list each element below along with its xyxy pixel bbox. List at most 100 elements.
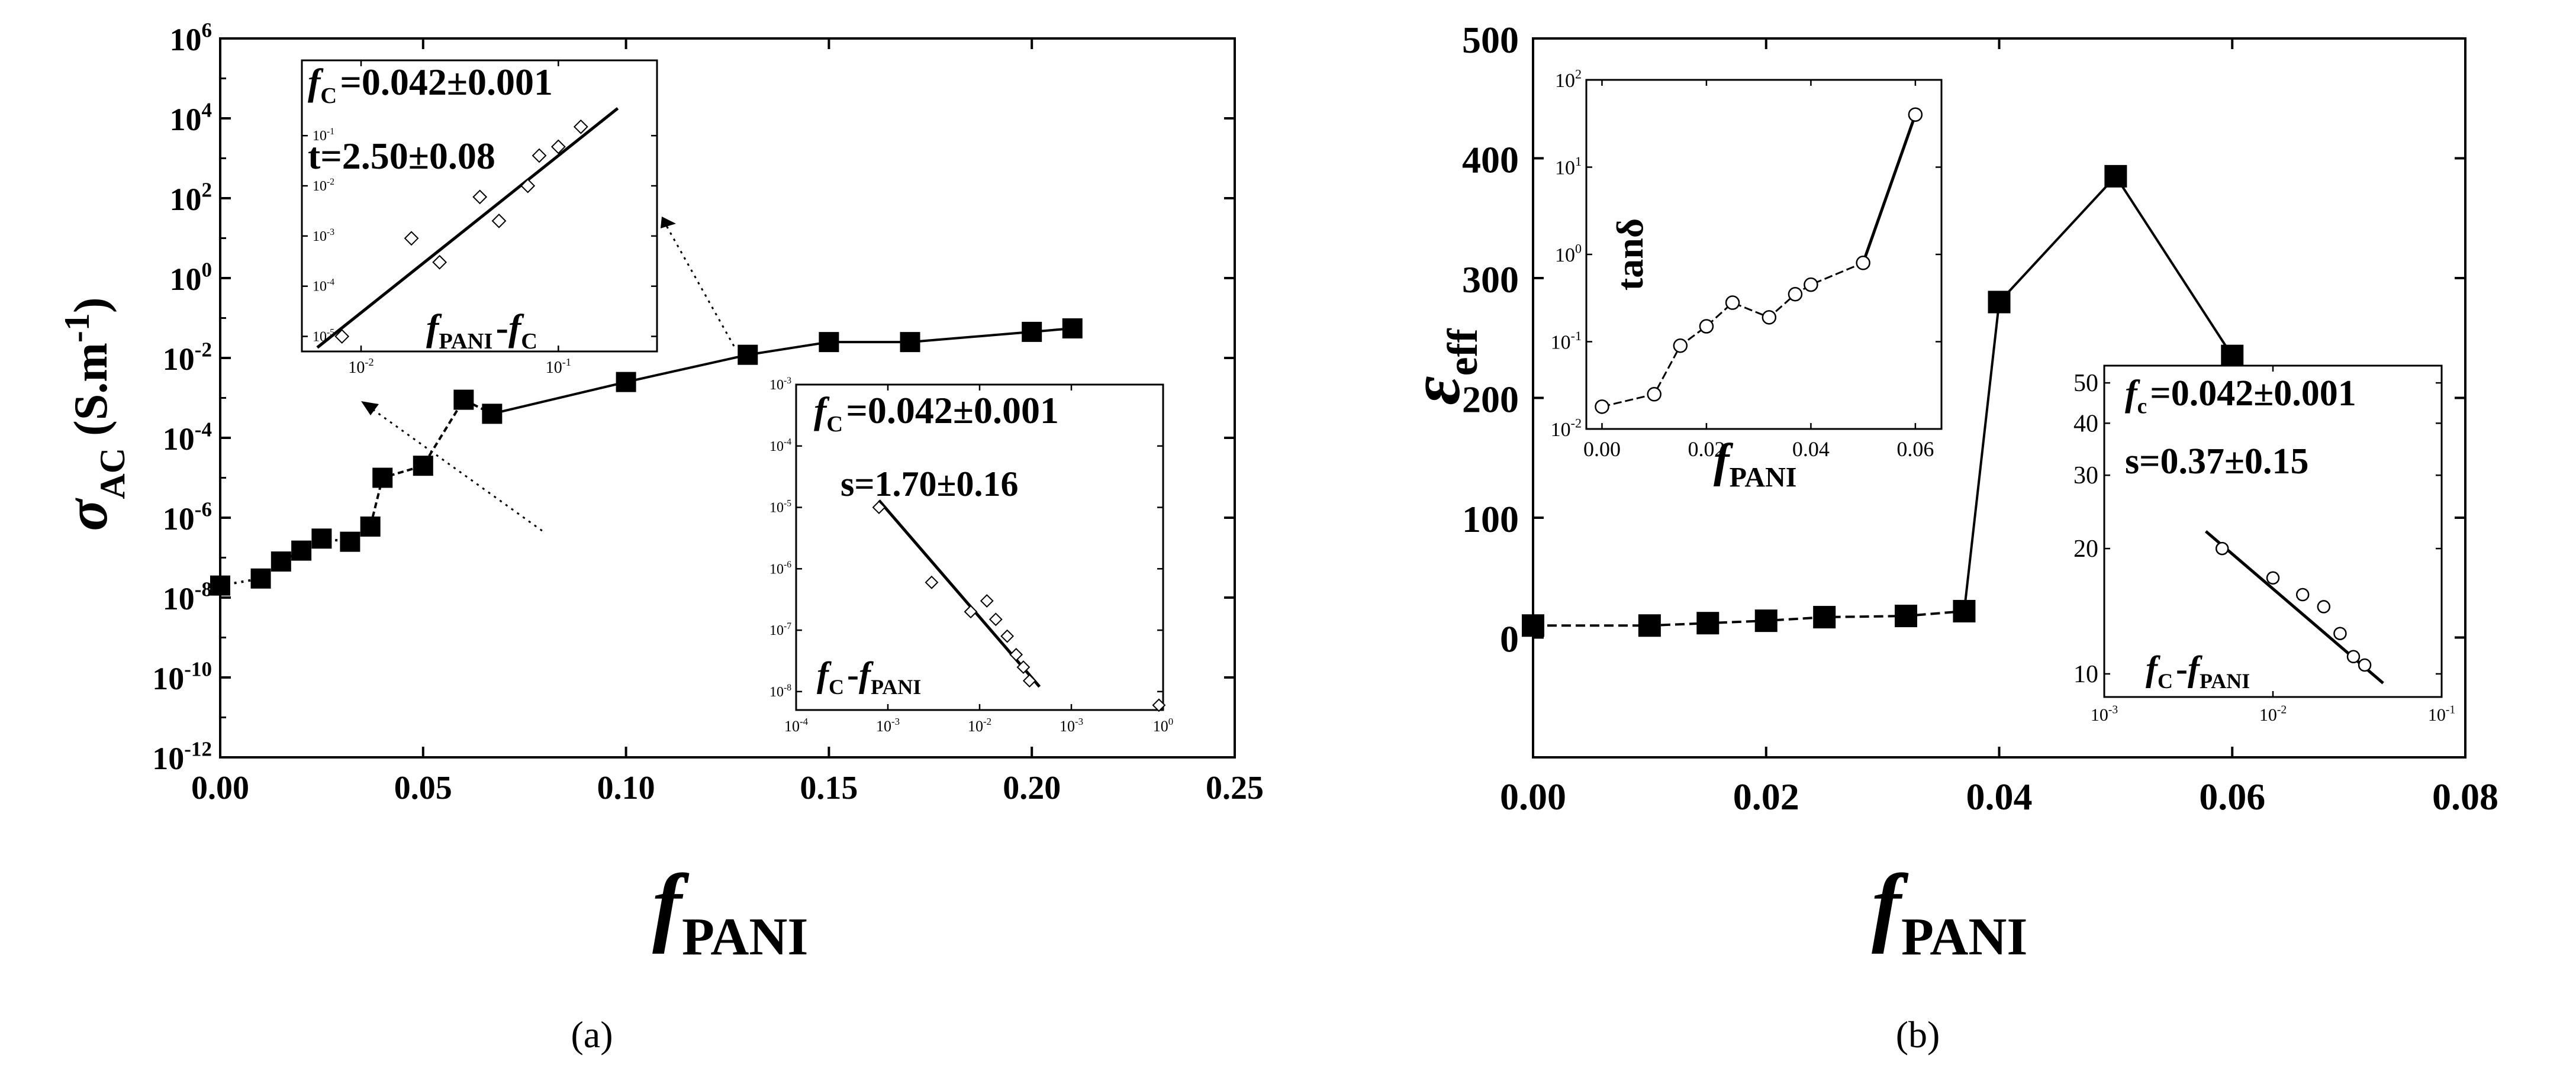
x-tick-label: 0.05 xyxy=(394,770,452,806)
data-point xyxy=(1699,319,1714,334)
plot-frame xyxy=(795,383,1164,711)
y-tick-label: 10-10 xyxy=(152,657,212,696)
y-tick-label: 10-2 xyxy=(163,338,212,377)
y-tick-label: 10-6 xyxy=(163,498,212,537)
data-point xyxy=(819,332,839,353)
x-tick-label: 10-2 xyxy=(968,716,991,735)
data-point xyxy=(520,178,536,193)
y-tick-label: 10-4 xyxy=(163,418,212,457)
y-tick-label: 10-3 xyxy=(769,376,791,393)
data-point xyxy=(334,329,350,344)
data-point xyxy=(738,344,758,365)
x-tick-label: 0.04 xyxy=(1792,437,1830,461)
data-point xyxy=(1908,107,1923,122)
data-point xyxy=(1152,698,1166,712)
data-point xyxy=(210,575,230,596)
data-point xyxy=(988,612,1003,627)
y-tick-label: 104 xyxy=(169,98,212,137)
x-tick-label: 10-4 xyxy=(784,716,809,735)
data-point xyxy=(532,148,547,163)
y-tick-label: 10-5 xyxy=(313,327,334,344)
data-point xyxy=(413,456,433,476)
y-axis-label: εeff xyxy=(1396,328,1486,405)
chart-b-inset-2: 10-3 10-2 10-1 10 20 30 40 50 fc =0.042±0.001 s=0… xyxy=(2073,364,2455,725)
data-point xyxy=(1988,291,2011,314)
data-point xyxy=(1725,295,1740,310)
x-tick-label: 0.06 xyxy=(2199,776,2265,818)
y-tick-label: 100 xyxy=(169,258,212,297)
y-tick-label: 10-2 xyxy=(1551,416,1582,441)
x-tick-label: 10-1 xyxy=(546,356,571,377)
data-point xyxy=(1022,674,1036,688)
chart-a-inset-1: 10-2 10-1 10-5 10-4 10-3 10-2 10-1 fC =0.042±0.… xyxy=(301,59,658,377)
data-point xyxy=(2215,541,2229,556)
caption-a: (a) xyxy=(571,1014,613,1056)
data-point xyxy=(2104,164,2127,188)
data-point xyxy=(250,568,271,589)
data-point xyxy=(372,467,393,488)
x-axis-label: fPANI xyxy=(1872,856,2035,966)
y-tick-label: 200 xyxy=(1462,379,1519,421)
x-tick-label: 100 xyxy=(1153,716,1173,735)
data-point xyxy=(340,531,360,552)
x-tick-label: 0.00 xyxy=(1583,437,1621,461)
data-point xyxy=(271,551,291,572)
x-tick-label: 10-3 xyxy=(1060,716,1083,735)
y-tick-label: 101 xyxy=(1555,154,1582,179)
x-tick-label: 0.25 xyxy=(1206,770,1264,806)
tan-delta-label: tanδ xyxy=(1609,218,1651,291)
data-point xyxy=(291,540,312,561)
data-point xyxy=(2221,344,2244,367)
y-tick-label: 10-1 xyxy=(1551,328,1582,353)
data-point xyxy=(550,139,566,154)
caption-b: (b) xyxy=(1896,1014,1940,1056)
y-tick-label: 10-5 xyxy=(769,498,791,515)
y-tick-label: 10-6 xyxy=(769,560,791,577)
y-tick-label: 10-2 xyxy=(313,177,334,194)
series-line-high xyxy=(1862,114,1917,264)
data-point xyxy=(1062,318,1083,339)
y-tick-label: 30 xyxy=(2073,462,2098,489)
y-tick-label: 10 xyxy=(2073,661,2098,688)
y-tick-label: 10-1 xyxy=(313,127,334,144)
data-point xyxy=(573,119,588,134)
data-point xyxy=(980,594,994,608)
arrow-head xyxy=(661,217,676,228)
chart-b-inset-1: 0.00 0.02 0.04 0.0610-210-1100101102tanδfPA… xyxy=(1551,67,1943,493)
data-point xyxy=(1953,599,1976,622)
data-point xyxy=(964,605,978,619)
y-tick-label: 10-12 xyxy=(152,737,212,776)
data-point xyxy=(2317,600,2331,614)
data-point xyxy=(1009,647,1023,661)
y-tick-label: 10-4 xyxy=(313,277,334,295)
x-tick-label: 0.08 xyxy=(2432,776,2498,818)
y-tick-label: 300 xyxy=(1462,259,1519,301)
data-point xyxy=(1016,660,1031,674)
y-tick-label: 102 xyxy=(1555,67,1582,92)
data-point xyxy=(900,332,920,353)
data-point xyxy=(925,575,939,589)
arrow-line xyxy=(665,224,735,347)
x-tick-label: 10-3 xyxy=(2091,703,2118,725)
data-point xyxy=(1804,277,1818,292)
y-tick-label: 10-8 xyxy=(163,577,212,617)
y-tick-label: 50 xyxy=(2073,370,2098,397)
data-point xyxy=(1638,614,1661,637)
y-tick-label: 10-8 xyxy=(769,683,791,700)
inset-x-label: fC -fPANI xyxy=(817,655,924,699)
data-point xyxy=(1022,321,1042,342)
data-point xyxy=(404,231,419,246)
data-point xyxy=(616,372,636,392)
x-tick-label: 10-2 xyxy=(348,356,373,377)
y-tick-label: 10-4 xyxy=(769,437,791,454)
data-point xyxy=(1788,286,1803,302)
y-tick-label: 400 xyxy=(1462,139,1519,181)
x-tick-label: 0.02 xyxy=(1688,437,1725,461)
y-tick-label: 0 xyxy=(1500,618,1519,660)
data-point xyxy=(1522,614,1544,637)
x-tick-label: 0.04 xyxy=(1966,776,2033,818)
data-point xyxy=(1754,609,1778,632)
data-point xyxy=(1000,629,1015,643)
x-tick-label: 0.15 xyxy=(800,770,858,806)
